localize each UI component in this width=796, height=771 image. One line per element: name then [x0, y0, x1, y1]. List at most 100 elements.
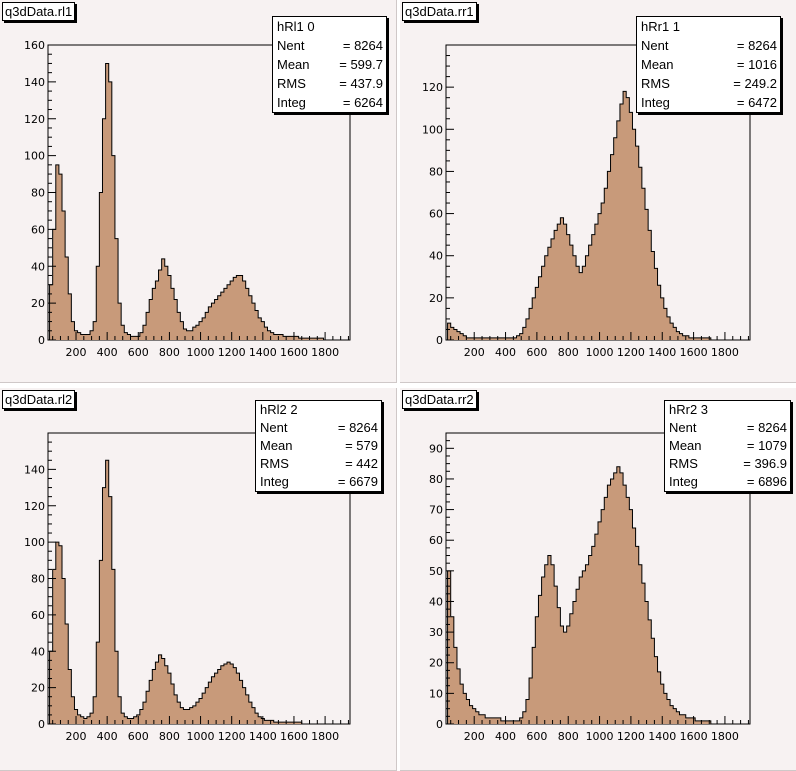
- stats-row-rms: RMS = 249.2: [641, 76, 777, 91]
- y-tick-label: 100: [24, 536, 45, 549]
- histogram-outline: [447, 466, 749, 725]
- x-tick-label: 1800: [711, 730, 739, 743]
- pad-q3ddata-rr2[interactable]: 200 400 600 800 1000 1200 1400 1600 1800 0 10 20 30…: [400, 388, 796, 771]
- stats-row-nent: Nent = 8264: [277, 38, 383, 53]
- x-tick-label: 1200: [218, 730, 246, 743]
- y-axis: 0 20 40 60 80 100 120 140: [24, 432, 56, 731]
- x-tick-label: 800: [159, 730, 180, 743]
- y-tick-label: 0: [436, 334, 443, 347]
- x-tick-label: 1400: [648, 730, 676, 743]
- x-tick-label: 800: [159, 346, 180, 359]
- stats-row-nent: Nent = 8264: [669, 420, 787, 435]
- stats-row-integ: Integ = 6264: [277, 95, 383, 110]
- x-tick-label: 200: [66, 346, 87, 359]
- y-tick-label: 80: [429, 473, 443, 486]
- stats-histogram-name: hRl1 0: [277, 19, 315, 34]
- x-tick-label: 600: [526, 346, 547, 359]
- y-tick-label: 80: [429, 165, 443, 178]
- y-tick-label: 120: [422, 81, 443, 94]
- x-tick-label: 600: [128, 730, 149, 743]
- x-tick-label: 400: [495, 730, 516, 743]
- y-tick-label: 60: [31, 223, 45, 236]
- stats-box: hRr2 3 Nent = 8264 Mean = 1079 RMS = 396.9 …: [664, 400, 791, 492]
- x-tick-label: 200: [464, 346, 485, 359]
- x-tick-label: 400: [495, 346, 516, 359]
- y-tick-label: 80: [31, 573, 45, 586]
- x-tick-label: 600: [128, 346, 149, 359]
- x-tick-label: 200: [464, 730, 485, 743]
- y-tick-label: 20: [429, 292, 443, 305]
- stats-row-nent: Nent = 8264: [641, 38, 777, 53]
- stats-row-rms: RMS = 396.9: [669, 456, 787, 471]
- y-axis: 0 10 20 30 40 50 60 70 80 90: [429, 432, 454, 731]
- x-axis: 200 400 600 800 1000 1200 1400 1600 1800: [450, 716, 749, 743]
- x-tick-label: 1400: [249, 346, 277, 359]
- stats-row-integ: Integ = 6896: [669, 474, 787, 489]
- stats-row-mean: Mean = 579: [260, 438, 378, 453]
- pad-title: q3dData.rl2: [2, 390, 76, 409]
- x-tick-label: 1200: [218, 346, 246, 359]
- x-tick-label: 800: [558, 730, 579, 743]
- stats-histogram-name: hRr2 3: [669, 402, 709, 417]
- y-tick-label: 20: [429, 657, 443, 670]
- x-tick-label: 1800: [311, 730, 339, 743]
- y-tick-label: 50: [429, 565, 443, 578]
- y-tick-label: 40: [31, 260, 45, 273]
- histogram-bars: [49, 460, 349, 724]
- x-tick-label: 1200: [617, 346, 645, 359]
- y-tick-label: 70: [429, 504, 443, 517]
- x-tick-label: 800: [558, 346, 579, 359]
- x-tick-label: 1800: [711, 346, 739, 359]
- histogram-bars: [447, 466, 749, 724]
- stats-row-mean: Mean = 599.7: [277, 57, 383, 72]
- y-tick-label: 90: [429, 442, 443, 455]
- y-tick-label: 120: [24, 500, 45, 513]
- y-axis: 0 20 40 60 80 100 120 140 160: [24, 39, 56, 347]
- x-tick-label: 1000: [586, 730, 614, 743]
- stats-row-rms: RMS = 437.9: [277, 76, 383, 91]
- histogram-outline: [49, 62, 349, 341]
- y-tick-label: 80: [31, 187, 45, 200]
- stats-row-mean: Mean = 1079: [669, 438, 787, 453]
- stats-row-integ: Integ = 6679: [260, 474, 378, 489]
- stats-row-mean: Mean = 1016: [641, 57, 777, 72]
- y-tick-label: 40: [429, 250, 443, 263]
- x-tick-label: 1600: [680, 346, 708, 359]
- pad-q3ddata-rr1[interactable]: 200 400 600 800 1000 1200 1400 1600 1800 0 20 40 60…: [400, 0, 796, 383]
- stats-row-nent: Nent = 8264: [260, 420, 378, 435]
- pad-title: q3dData.rl1: [2, 2, 76, 21]
- x-tick-label: 1600: [280, 346, 308, 359]
- stats-histogram-name: hRr1 1: [641, 19, 681, 34]
- y-tick-label: 60: [429, 534, 443, 547]
- x-tick-label: 1400: [249, 730, 277, 743]
- y-tick-label: 160: [24, 39, 45, 52]
- histogram-outline: [447, 90, 749, 341]
- y-tick-label: 0: [38, 334, 45, 347]
- y-tick-label: 100: [422, 123, 443, 136]
- histogram-outline: [49, 459, 349, 725]
- stats-box: hRl2 2 Nent = 8264 Mean = 579 RMS = 442 Int…: [255, 400, 382, 492]
- stats-box: hRr1 1 Nent = 8264 Mean = 1016 RMS = 249.2 …: [636, 16, 781, 113]
- pad-title: q3dData.rr1: [402, 2, 477, 21]
- y-tick-label: 20: [31, 682, 45, 695]
- y-tick-label: 40: [31, 645, 45, 658]
- y-tick-label: 20: [31, 297, 45, 310]
- stats-row-integ: Integ = 6472: [641, 95, 777, 110]
- x-tick-label: 400: [97, 730, 118, 743]
- y-tick-label: 100: [24, 150, 45, 163]
- stats-histogram-name: hRl2 2: [260, 402, 298, 417]
- x-tick-label: 1400: [648, 346, 676, 359]
- pad-q3ddata-rl2[interactable]: 200 400 600 800 1000 1200 1400 1600 1800 0 20 40 60…: [0, 388, 397, 771]
- y-tick-label: 0: [38, 718, 45, 731]
- y-tick-label: 120: [24, 113, 45, 126]
- y-tick-label: 40: [429, 595, 443, 608]
- x-tick-label: 400: [97, 346, 118, 359]
- y-tick-label: 60: [429, 208, 443, 221]
- x-tick-label: 1200: [617, 730, 645, 743]
- y-tick-label: 140: [24, 463, 45, 476]
- x-tick-label: 1000: [187, 730, 215, 743]
- x-axis: 200 400 600 800 1000 1200 1400 1600 1800: [52, 332, 349, 359]
- x-tick-label: 200: [66, 730, 87, 743]
- y-tick-label: 10: [429, 687, 443, 700]
- pad-q3ddata-rl1[interactable]: 200 400 600 800 1000 1200 1400 1600 1800 0 20 40 60…: [0, 0, 397, 383]
